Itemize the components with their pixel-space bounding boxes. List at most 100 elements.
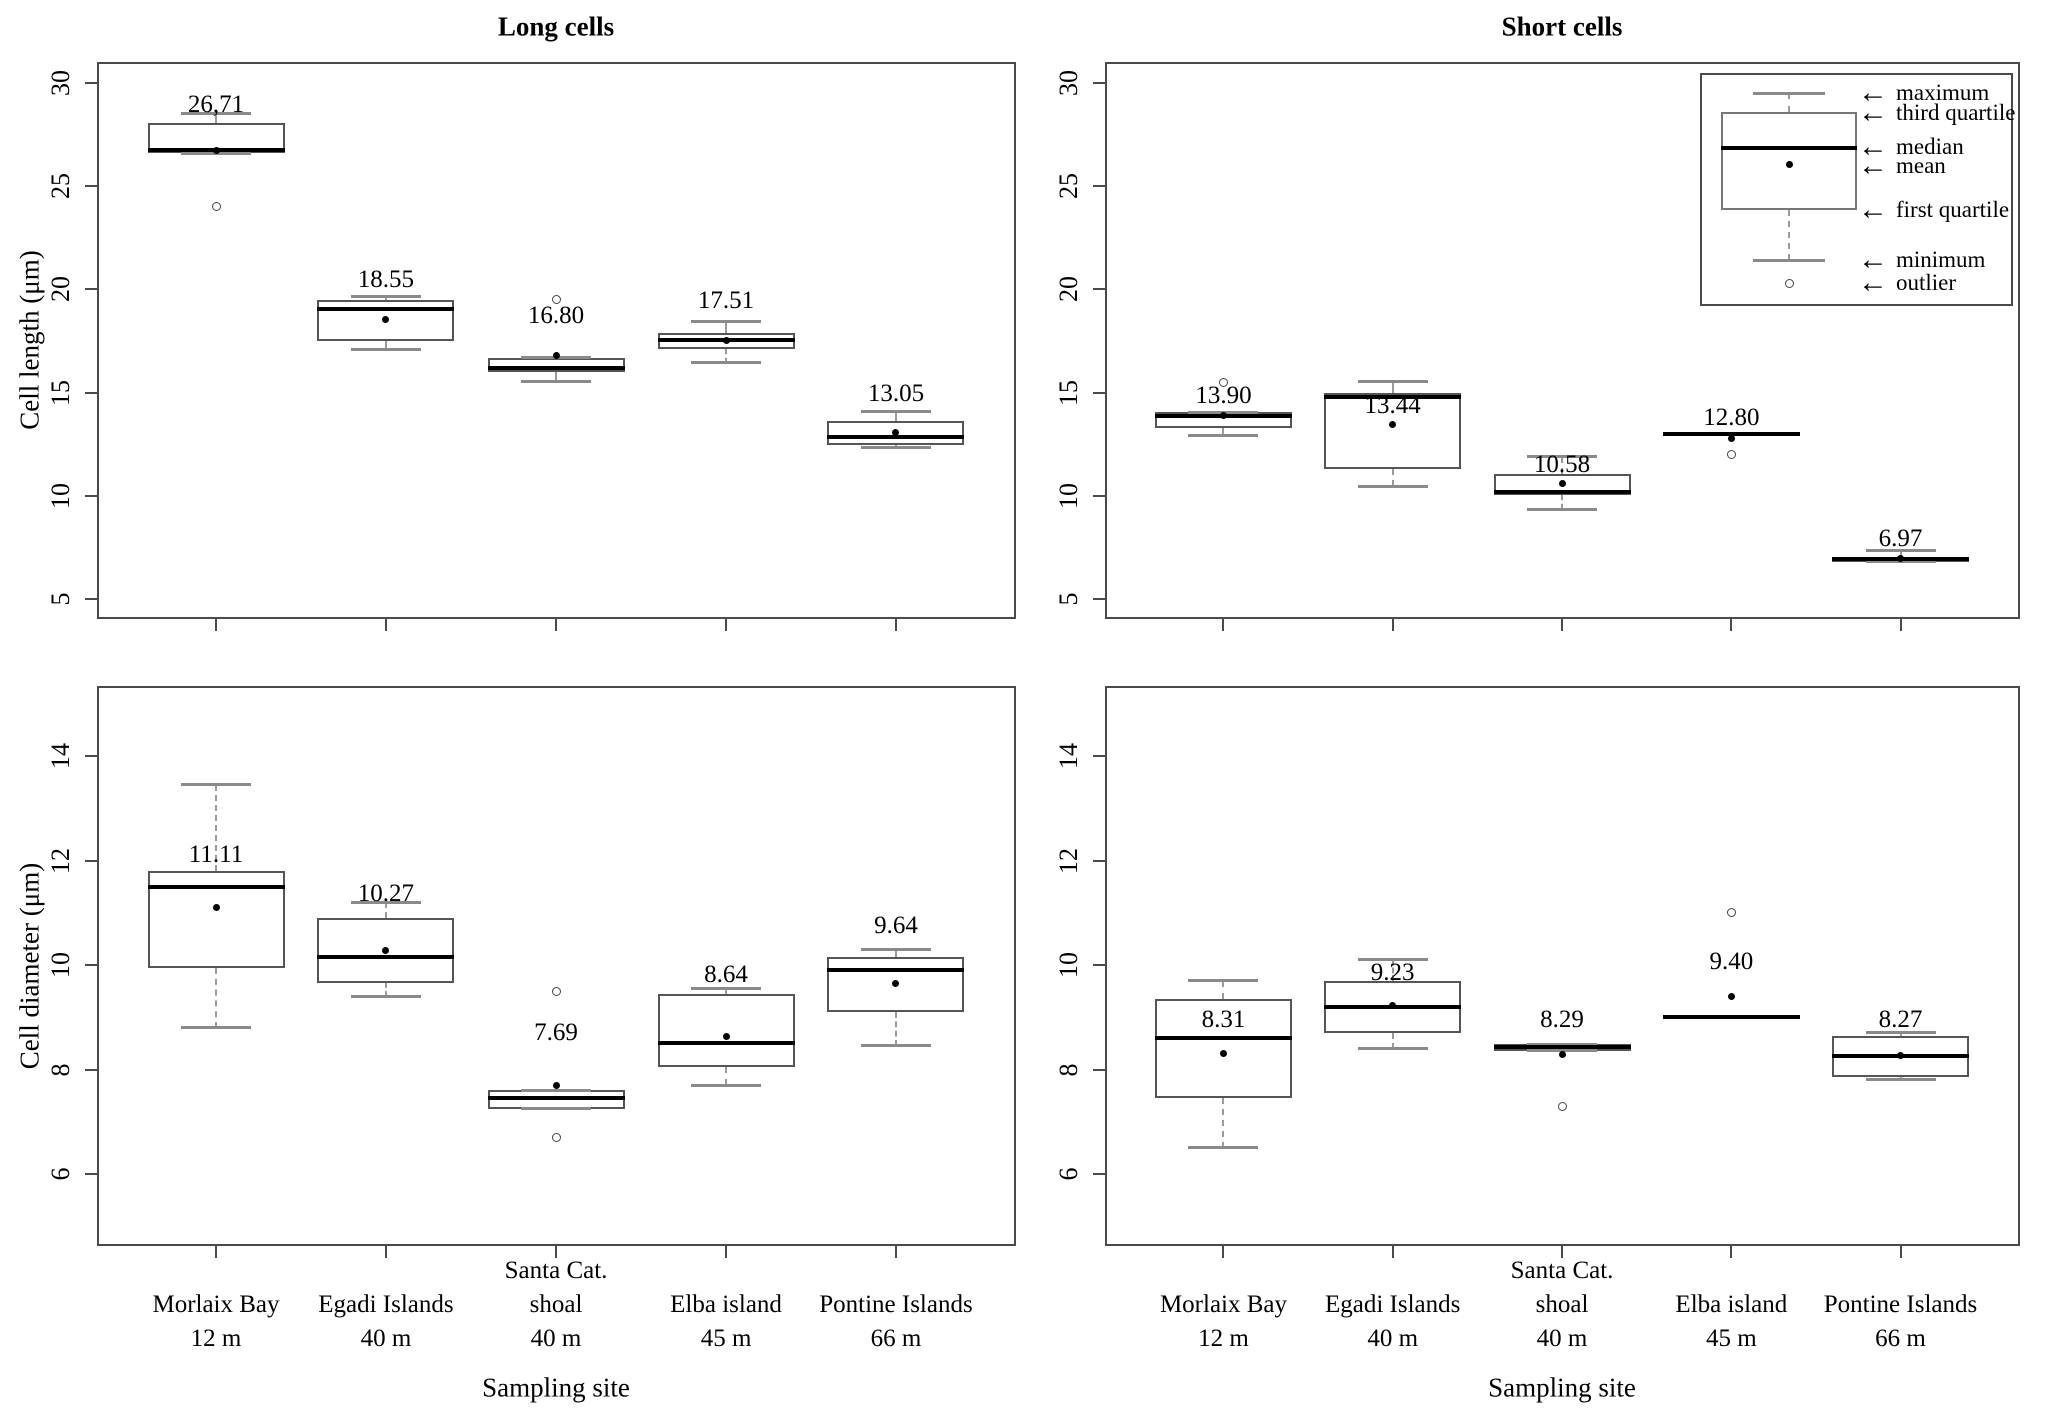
- lower-whisker: [384, 983, 387, 997]
- x-tick-label-site: Elba island 45 m: [670, 1288, 782, 1356]
- mean-dot: [1897, 554, 1904, 562]
- x-axis-title-left: Sampling site: [482, 1372, 630, 1403]
- whisker-cap-min: [1527, 507, 1598, 511]
- y-tick-mark: [85, 288, 97, 291]
- lower-whisker: [725, 349, 728, 363]
- x-tick-mark: [1391, 619, 1394, 631]
- mean-dot: [212, 147, 220, 155]
- x-tick-mark: [1222, 619, 1225, 631]
- x-tick-mark: [1899, 619, 1902, 631]
- mean-value-label: 26,71: [187, 90, 245, 118]
- mean-dot: [722, 1032, 730, 1040]
- mean-dot: [892, 980, 900, 988]
- x-tick-mark: [215, 619, 217, 631]
- whisker-cap-min: [521, 379, 592, 383]
- mean-value-label: 8.31: [1201, 1005, 1246, 1033]
- y-tick-label: 5: [1054, 592, 1083, 606]
- mean-value-label: 8.27: [1878, 1005, 1923, 1033]
- outlier-point: [1726, 450, 1736, 460]
- x-tick-mark: [1391, 1246, 1394, 1258]
- x-tick-mark: [384, 1246, 387, 1258]
- legend-entry-label: third quartile: [1896, 100, 2016, 125]
- site-label-line: Egadi Islands: [1324, 1291, 1461, 1318]
- y-tick-label: 10: [46, 952, 75, 978]
- y-tick-mark: [85, 391, 97, 394]
- lower-whisker: [1222, 427, 1225, 436]
- lower-whisker: [1561, 494, 1564, 510]
- lower-whisker: [1391, 1032, 1394, 1049]
- whisker-cap-max: [1527, 1042, 1598, 1046]
- whisker-cap-min: [860, 445, 931, 449]
- lower-whisker: [555, 371, 558, 382]
- lower-whisker: [725, 1066, 728, 1086]
- outlier-point: [1218, 377, 1228, 387]
- median-line: [827, 434, 965, 439]
- x-tick-mark: [1561, 619, 1564, 631]
- median-line: [1324, 394, 1462, 399]
- mean-value-label: 10.58: [1533, 450, 1591, 478]
- x-tick-mark: [1730, 1246, 1733, 1258]
- median-line: [657, 1041, 795, 1046]
- y-axis-label-cell-length: Cell length (μm): [14, 250, 45, 430]
- outlier-point: [551, 986, 561, 996]
- mean-dot: [552, 351, 560, 359]
- mean-value-label: 9.64: [874, 911, 918, 939]
- median-line: [1493, 1044, 1631, 1049]
- x-tick-mark: [894, 619, 897, 631]
- y-tick-mark: [85, 859, 97, 862]
- box-iqr: [1324, 392, 1462, 469]
- panel-title-long-cells: Long cells: [497, 11, 615, 42]
- y-tick-label: 30: [46, 70, 75, 96]
- site-label-line: 40 m: [1367, 1325, 1419, 1352]
- x-tick-label-site: Elba island 45 m: [1675, 1288, 1787, 1356]
- x-tick-mark: [1561, 1246, 1564, 1258]
- y-tick-label: 20: [1054, 276, 1083, 303]
- whisker-cap-min: [1865, 1078, 1936, 1082]
- legend-cap-max: [1753, 91, 1825, 95]
- legend-entry-label: maximum: [1896, 80, 1990, 105]
- mean-value-label: 11.11: [188, 841, 244, 869]
- mean-value-label: 9.40: [1709, 948, 1754, 976]
- whisker-cap-min: [1188, 1146, 1259, 1150]
- y-tick-mark: [1093, 859, 1105, 862]
- x-tick-label-site: Egadi Islands 40 m: [318, 1288, 453, 1356]
- site-label-line: Morlaix Bay: [152, 1291, 280, 1318]
- x-tick-mark: [215, 1246, 217, 1258]
- y-tick-mark: [85, 1068, 97, 1071]
- legend-entry-label: first quartile: [1896, 197, 2010, 222]
- whisker-cap-min: [1357, 485, 1428, 488]
- x-tick-mark: [894, 1246, 897, 1258]
- mean-dot: [382, 315, 390, 323]
- y-tick-label: 6: [46, 1167, 75, 1181]
- site-label-line: shoal: [529, 1291, 583, 1318]
- x-tick-label-site: Morlaix Bay 12 m: [1160, 1288, 1287, 1356]
- x-tick-mark: [384, 619, 387, 631]
- x-tick-mark: [725, 1246, 728, 1258]
- y-tick-label: 14: [1054, 743, 1083, 769]
- lower-whisker: [215, 967, 217, 1028]
- whisker-cap-min: [350, 347, 421, 351]
- mean-dot: [1558, 480, 1566, 488]
- y-tick-label: 8: [1054, 1063, 1083, 1076]
- x-tick-label-site: Pontine Islands 66 m: [819, 1288, 972, 1356]
- whisker-cap-min: [691, 361, 762, 365]
- site-label-line: Santa Cat.: [504, 1257, 608, 1284]
- site-label-line: 45 m: [700, 1325, 752, 1352]
- mean-dot: [212, 903, 220, 911]
- mean-value-label: 7.69: [534, 1018, 578, 1046]
- mean-value-label: 13.44: [1364, 392, 1421, 420]
- mean-value-label: 13.90: [1195, 381, 1252, 409]
- outlier-point: [551, 295, 561, 305]
- whisker-cap-max: [1527, 455, 1598, 459]
- legend-median-line: [1721, 146, 1857, 150]
- legend-mean-dot: [1785, 160, 1793, 168]
- mean-dot: [1727, 992, 1735, 1000]
- mean-dot: [382, 947, 390, 955]
- whisker-cap-min: [691, 1083, 762, 1087]
- legend-outlier-point: [1784, 278, 1794, 288]
- whisker-cap-min: [1527, 1049, 1598, 1053]
- mean-dot: [1219, 411, 1227, 419]
- upper-whisker: [215, 784, 217, 871]
- site-label-line: 66 m: [1875, 1325, 1926, 1352]
- median-line: [487, 365, 625, 370]
